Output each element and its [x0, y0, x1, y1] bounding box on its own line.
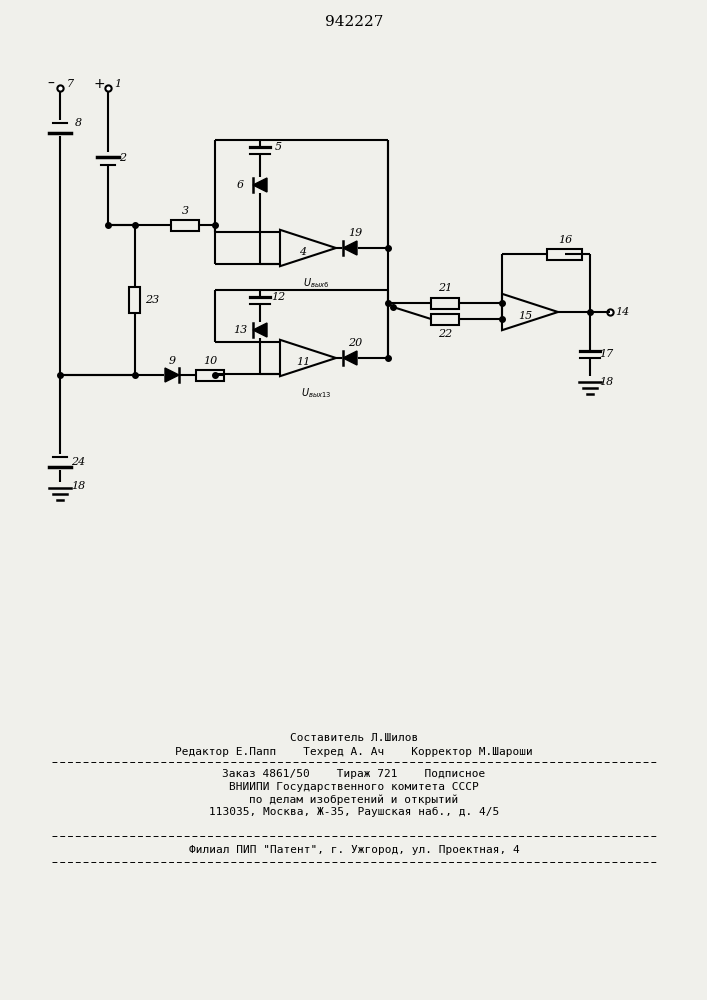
Text: ВНИИПИ Государственного комитета СССР: ВНИИПИ Государственного комитета СССР	[229, 782, 479, 792]
Text: 14: 14	[615, 307, 629, 317]
Polygon shape	[343, 351, 357, 365]
Text: 24: 24	[71, 457, 85, 467]
Text: 7: 7	[66, 79, 74, 89]
Polygon shape	[253, 178, 267, 192]
Text: $U_{вых13}$: $U_{вых13}$	[300, 386, 332, 400]
Bar	[431, 298, 459, 308]
Text: по делам изобретений и открытий: по делам изобретений и открытий	[250, 795, 459, 805]
Text: 3: 3	[182, 206, 189, 216]
Text: Заказ 4861/50    Тираж 721    Подписное: Заказ 4861/50 Тираж 721 Подписное	[223, 769, 486, 779]
Text: +: +	[93, 77, 105, 91]
Text: 22: 22	[438, 329, 452, 339]
Text: 2: 2	[119, 153, 127, 163]
Bar	[196, 369, 224, 380]
Text: 23: 23	[145, 295, 159, 305]
Text: 6: 6	[236, 180, 244, 190]
Text: Филиал ПИП "Патент", г. Ужгород, ул. Проектная, 4: Филиал ПИП "Патент", г. Ужгород, ул. Про…	[189, 845, 520, 855]
Text: Составитель Л.Шилов: Составитель Л.Шилов	[290, 733, 418, 743]
Text: 5: 5	[274, 142, 281, 152]
Text: 20: 20	[348, 338, 362, 348]
Text: 12: 12	[271, 292, 285, 302]
Text: 1: 1	[115, 79, 122, 89]
Text: Редактор Е.Папп    Техред А. Ач    Корректор М.Шароши: Редактор Е.Папп Техред А. Ач Корректор М…	[175, 747, 533, 757]
Text: $U_{вых6}$: $U_{вых6}$	[303, 276, 329, 290]
Text: –: –	[47, 77, 54, 91]
Text: 942227: 942227	[325, 15, 383, 29]
Text: 18: 18	[599, 377, 613, 387]
Bar	[171, 220, 199, 231]
Text: 19: 19	[348, 228, 362, 238]
Text: 4: 4	[300, 247, 307, 257]
Bar	[129, 287, 141, 313]
Text: 13: 13	[233, 325, 247, 335]
Text: 16: 16	[558, 235, 572, 245]
Text: 113035, Москва, Ж-35, Раушская наб., д. 4/5: 113035, Москва, Ж-35, Раушская наб., д. …	[209, 807, 499, 817]
Text: 18: 18	[71, 481, 85, 491]
Bar	[547, 248, 583, 259]
Polygon shape	[343, 241, 357, 255]
Text: 9: 9	[168, 356, 175, 366]
Text: 21: 21	[438, 283, 452, 293]
Polygon shape	[253, 323, 267, 337]
Text: 10: 10	[203, 356, 217, 366]
Bar	[431, 314, 459, 324]
Text: 17: 17	[599, 349, 613, 359]
Text: 15: 15	[518, 311, 532, 321]
Polygon shape	[165, 368, 179, 382]
Text: 8: 8	[74, 118, 81, 128]
Text: 11: 11	[296, 357, 310, 367]
